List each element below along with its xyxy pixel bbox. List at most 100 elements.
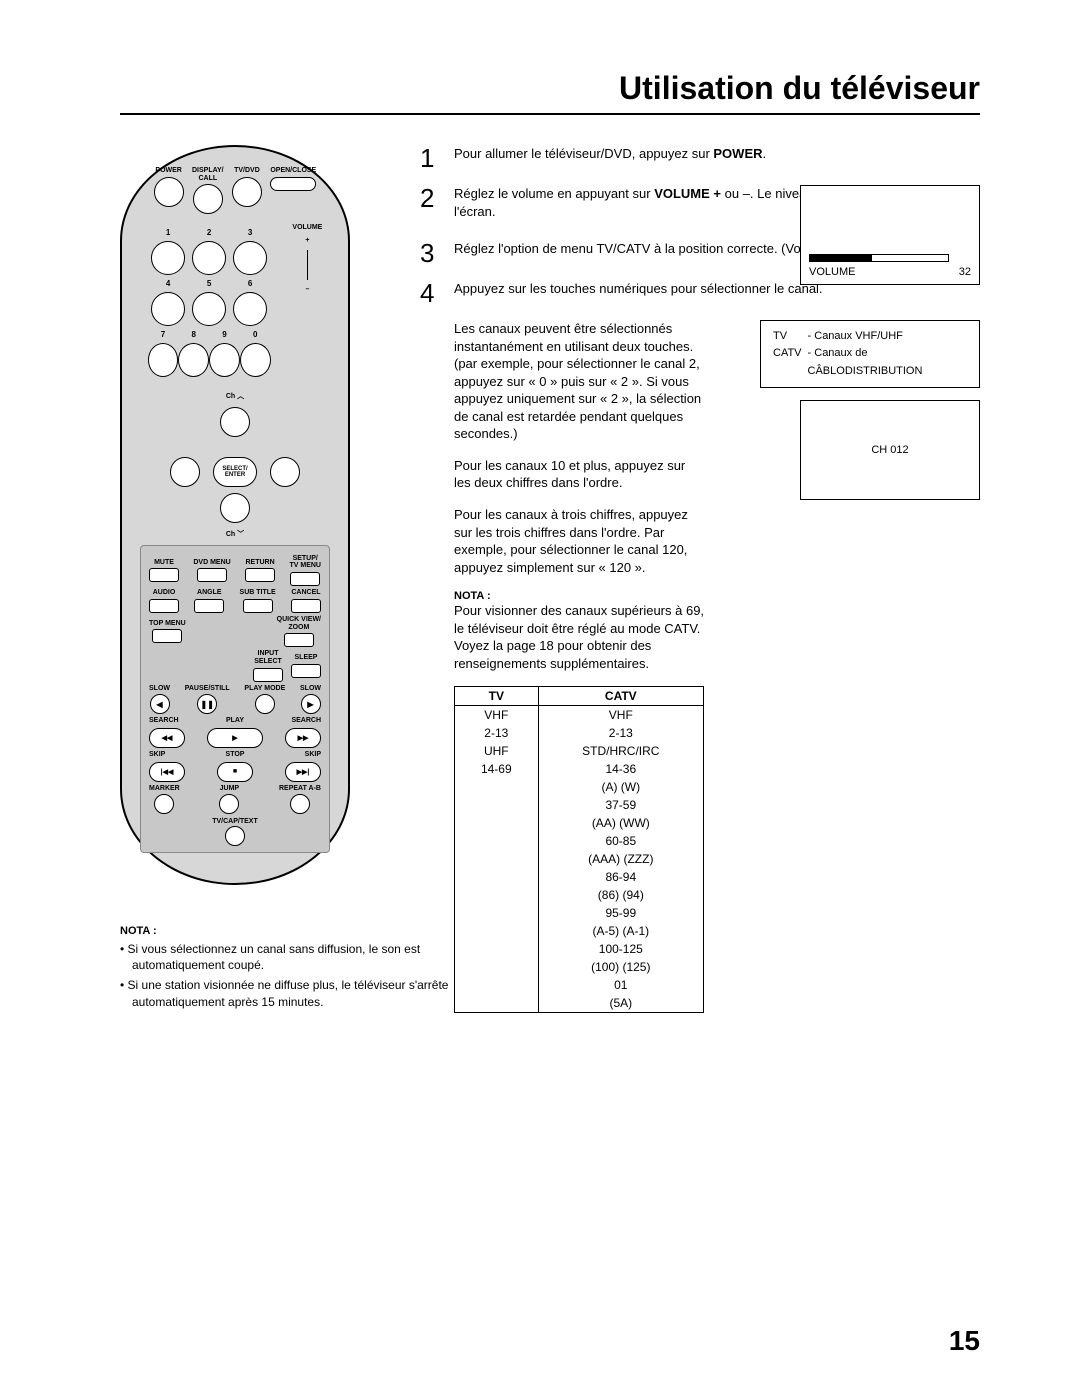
freq-catv-cell: VHF xyxy=(538,706,703,725)
dpad-down-button[interactable] xyxy=(220,493,250,523)
subtitle-label: SUB TITLE xyxy=(240,589,276,597)
remote-column: POWER DISPLAY/ CALL TV/DVD OPEN/CLOSE 12… xyxy=(120,145,390,1013)
setup-label: SETUP/ TV MENU xyxy=(289,555,321,570)
input-button[interactable] xyxy=(253,668,283,682)
nota-body: Pour visionner des canaux supérieurs à 6… xyxy=(454,602,714,672)
digit-1-button[interactable] xyxy=(151,241,185,275)
tvcaptext-button-1[interactable] xyxy=(225,826,245,846)
freq-catv-cell: (86) (94) xyxy=(538,886,703,904)
freq-tv-cell xyxy=(455,796,539,814)
tvdvd-button[interactable] xyxy=(232,177,262,207)
volume-plus-label: + xyxy=(305,237,309,244)
dvdmenu-label: DVD MENU xyxy=(193,559,230,567)
digit-2-button[interactable] xyxy=(192,241,226,275)
dpad-left-button[interactable] xyxy=(170,457,200,487)
step-1-num: 1 xyxy=(420,145,444,171)
paragraph-3: Pour les canaux à trois chiffres, appuye… xyxy=(454,506,704,576)
digit-5-button[interactable] xyxy=(192,292,226,326)
step-3-num: 3 xyxy=(420,240,444,266)
display-call-button[interactable] xyxy=(193,184,223,214)
freq-tv-cell xyxy=(455,958,539,976)
dpad: SELECT/ ENTER xyxy=(170,407,300,522)
nota-head: NOTA : xyxy=(454,590,714,602)
tv-def-desc: - Canaux VHF/UHF xyxy=(808,329,927,344)
freq-th-catv: CATV xyxy=(538,687,703,706)
frequency-table: TV CATV VHFVHF2-132-13UHFSTD/HRC/IRC14-6… xyxy=(454,686,704,1013)
digit-7-label: 7 xyxy=(161,330,165,339)
digit-6-button[interactable] xyxy=(233,292,267,326)
freq-catv-cell: 01 xyxy=(538,976,703,994)
subtitle-button[interactable] xyxy=(243,599,273,613)
power-button[interactable] xyxy=(154,177,184,207)
slow-l-button[interactable]: ◀ xyxy=(150,694,170,714)
cancel-button[interactable] xyxy=(291,599,321,613)
digit-9-button[interactable] xyxy=(209,343,240,377)
digit-0-button[interactable] xyxy=(240,343,271,377)
sleep-button[interactable] xyxy=(291,664,321,678)
catv-def-desc-b: CÂBLODISTRIBUTION xyxy=(808,364,927,379)
digit-1-label: 1 xyxy=(166,228,170,237)
return-button[interactable] xyxy=(245,568,275,582)
step-1: 1 Pour allumer le téléviseur/DVD, appuye… xyxy=(420,145,980,171)
select-enter-button[interactable]: SELECT/ ENTER xyxy=(213,457,257,487)
pause-button[interactable]: ❚❚ xyxy=(197,694,217,714)
freq-tv-cell xyxy=(455,832,539,850)
freq-tv-cell xyxy=(455,940,539,958)
playmode-button[interactable] xyxy=(255,694,275,714)
freq-catv-cell: 60-85 xyxy=(538,832,703,850)
play-button[interactable]: ▶ xyxy=(207,728,263,748)
volume-minus-label: – xyxy=(305,286,309,293)
volume-label: VOLUME xyxy=(292,224,322,231)
dpad-up-button[interactable] xyxy=(220,407,250,437)
repeat-button[interactable] xyxy=(290,794,310,814)
freq-th-tv: TV xyxy=(455,687,539,706)
catv-def-desc-a: - Canaux de xyxy=(808,346,927,361)
digit-3-label: 3 xyxy=(248,228,252,237)
topmenu-button[interactable] xyxy=(152,629,182,643)
freq-catv-cell: (100) (125) xyxy=(538,958,703,976)
instructions-column: 1 Pour allumer le téléviseur/DVD, appuye… xyxy=(420,145,980,1013)
jump-label: JUMP xyxy=(220,785,239,793)
volume-screen-value: 32 xyxy=(959,266,971,278)
audio-button[interactable] xyxy=(149,599,179,613)
skip-prev-button[interactable]: |◀◀ xyxy=(149,762,185,782)
digit-4-label: 4 xyxy=(166,279,170,288)
volume-screen-label: VOLUME xyxy=(809,266,855,278)
mute-button[interactable] xyxy=(149,568,179,582)
slow-r-button[interactable]: ▶ xyxy=(301,694,321,714)
search-rev-button[interactable]: ◀◀ xyxy=(149,728,185,748)
digit-8-button[interactable] xyxy=(178,343,209,377)
search-l-label: SEARCH xyxy=(149,717,179,725)
dvdmenu-button[interactable] xyxy=(197,568,227,582)
catv-definitions: TV- Canaux VHF/UHF CATV- Canaux de CÂBLO… xyxy=(760,320,980,388)
digit-2-label: 2 xyxy=(207,228,211,237)
freq-catv-cell: (A-5) (A-1) xyxy=(538,922,703,940)
angle-button[interactable] xyxy=(194,599,224,613)
jump-button[interactable] xyxy=(219,794,239,814)
openclose-label: OPEN/CLOSE xyxy=(270,167,316,175)
digit-7-button[interactable] xyxy=(148,343,179,377)
marker-button[interactable] xyxy=(154,794,174,814)
freq-tv-cell xyxy=(455,994,539,1013)
digit-5-label: 5 xyxy=(207,279,211,288)
stop-button[interactable]: ■ xyxy=(217,762,253,782)
freq-tv-cell: 14-69 xyxy=(455,760,539,778)
quick-button[interactable] xyxy=(284,633,314,647)
dpad-right-button[interactable] xyxy=(270,457,300,487)
tvdvd-label: TV/DVD xyxy=(234,167,260,175)
digit-4-button[interactable] xyxy=(151,292,185,326)
digit-3-button[interactable] xyxy=(233,241,267,275)
ch-up-label: Ch ︿ xyxy=(226,391,244,401)
input-label: INPUT SELECT xyxy=(254,650,282,665)
setup-button[interactable] xyxy=(290,572,320,586)
repeat-label: REPEAT A-B xyxy=(279,785,321,793)
search-fwd-button[interactable]: ▶▶ xyxy=(285,728,321,748)
tv-def-label: TV xyxy=(773,329,806,344)
skip-next-button[interactable]: ▶▶| xyxy=(285,762,321,782)
openclose-button[interactable] xyxy=(270,177,316,191)
ch-down-label: Ch ﹀ xyxy=(226,529,244,539)
digit-6-label: 6 xyxy=(248,279,252,288)
step-1-text-b: . xyxy=(763,146,767,161)
digit-9-label: 9 xyxy=(222,330,226,339)
mute-label: MUTE xyxy=(154,559,174,567)
